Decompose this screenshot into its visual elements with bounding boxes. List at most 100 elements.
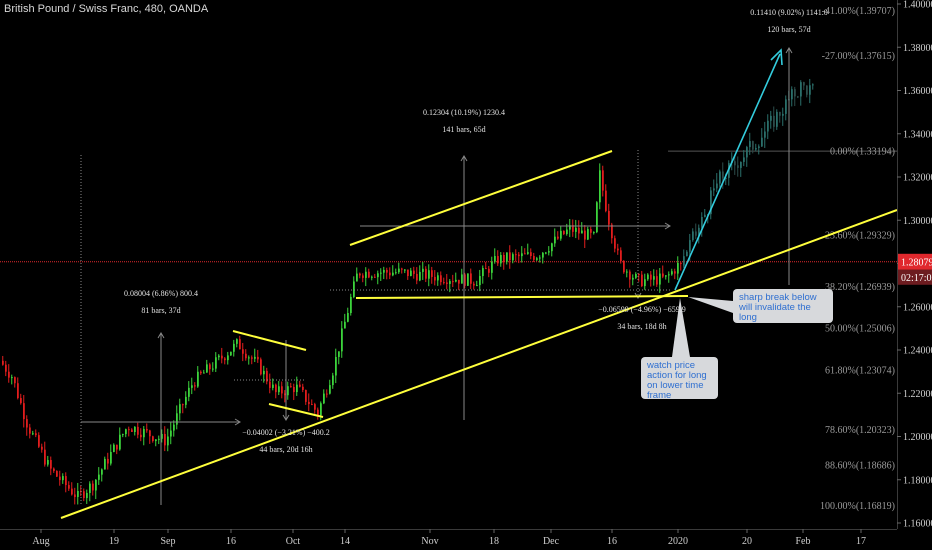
- candle-body: [284, 393, 286, 396]
- projection-body: [734, 161, 736, 166]
- candle-body: [98, 474, 100, 480]
- candle-body: [68, 485, 70, 489]
- y-tick-label: 1.22000: [903, 389, 932, 400]
- candle-body: [350, 296, 352, 314]
- candle-body: [23, 403, 25, 420]
- x-tick-label: 14: [340, 536, 350, 547]
- trendline-flag-top: [232, 330, 307, 351]
- projection-body: [761, 137, 763, 147]
- candle-body: [323, 393, 325, 404]
- candle-body: [260, 359, 262, 375]
- candle-body: [641, 274, 643, 287]
- candle-body: [680, 262, 682, 264]
- drawings: 0.08004 (6.86%) 800.4 81 bars, 37d −0.0400…: [60, 8, 898, 519]
- candle-body: [665, 275, 667, 277]
- candle-body: [101, 469, 103, 475]
- candle-body: [2, 360, 4, 365]
- projection-body: [695, 231, 697, 236]
- candle-body: [455, 279, 457, 282]
- projection-body: [779, 111, 781, 116]
- candle-body: [140, 434, 142, 438]
- x-tick-label: Dec: [543, 536, 560, 547]
- projection-body: [806, 85, 808, 95]
- candle-body: [167, 436, 169, 446]
- candle-body: [263, 370, 265, 375]
- candle-body: [374, 276, 376, 278]
- projection-body: [755, 147, 757, 150]
- candle-body: [146, 428, 148, 431]
- callout-pointer: [672, 298, 690, 357]
- x-tick-label: Aug: [32, 536, 49, 547]
- candle-body: [587, 229, 589, 240]
- candle-body: [545, 252, 547, 254]
- candle-body: [656, 276, 658, 285]
- projection-body: [758, 146, 760, 148]
- candle-body: [14, 377, 16, 384]
- y-tick-label: 1.26000: [903, 302, 932, 313]
- candle-body: [182, 404, 184, 406]
- projection-body: [722, 171, 724, 179]
- candle-body: [512, 254, 514, 261]
- projection-body: [809, 85, 811, 95]
- y-tick-label: 1.38000: [903, 43, 932, 54]
- candle-body: [41, 446, 43, 450]
- y-tick-label: 1.36000: [903, 86, 932, 97]
- candle-body: [419, 271, 421, 281]
- fib-label: -27.00%(1.37615): [822, 51, 895, 62]
- projection-body: [719, 171, 721, 184]
- candle-body: [329, 385, 331, 394]
- candle-body: [476, 285, 478, 287]
- candle-body: [17, 383, 19, 399]
- candle-body: [8, 371, 10, 378]
- candle-body: [152, 436, 154, 442]
- candle-body: [533, 256, 535, 260]
- candle-body: [305, 389, 307, 402]
- candle-body: [431, 270, 433, 277]
- projection-body: [716, 183, 718, 189]
- callout-watch-price: watch price action for long on lower tim…: [641, 357, 718, 401]
- candle-body: [557, 236, 559, 239]
- x-tick-label: Sep: [161, 536, 176, 547]
- candle-body: [32, 433, 34, 435]
- projection-body: [689, 240, 691, 252]
- projection-body: [800, 82, 802, 97]
- measure-label-bars: 81 bars, 37d: [141, 306, 180, 315]
- candle-body: [233, 343, 235, 352]
- measure-label-value: 0.12304 (10.19%) 1230.4: [423, 108, 505, 117]
- candle-body: [623, 261, 625, 273]
- candle-body: [248, 357, 250, 359]
- candle-body: [605, 190, 607, 211]
- candle-body: [242, 349, 244, 354]
- measure-arrow-v-head: [282, 414, 290, 421]
- projection-arrow: [674, 53, 781, 291]
- candle-body: [206, 364, 208, 373]
- candle-body: [536, 258, 538, 260]
- candle-body: [173, 424, 175, 431]
- candle-body: [65, 476, 67, 486]
- candle-body: [530, 252, 532, 257]
- countdown-box: [898, 269, 932, 285]
- x-tick-label: Feb: [796, 536, 811, 547]
- candle-body: [638, 274, 640, 276]
- candle-body: [134, 426, 136, 432]
- fib-label: 100.00%(1.16819): [820, 501, 895, 512]
- candle-body: [488, 268, 490, 273]
- y-tick-label: 1.34000: [903, 129, 932, 140]
- measure-arrow-v-head: [634, 292, 642, 299]
- candle-body: [11, 377, 13, 379]
- candle-body: [401, 268, 403, 270]
- candle-body: [572, 225, 574, 232]
- candle-body: [272, 384, 274, 388]
- fib-label: 38.20%(1.26939): [825, 282, 895, 293]
- candle-body: [422, 268, 424, 272]
- projection-body: [776, 111, 778, 127]
- candle-body: [650, 274, 652, 280]
- candle-body: [458, 279, 460, 284]
- candle-body: [578, 227, 580, 234]
- trendline-channel-top: [349, 150, 613, 246]
- candle-body: [326, 393, 328, 395]
- candle-body: [674, 271, 676, 274]
- projection-body: [791, 89, 793, 100]
- projection-body: [740, 161, 742, 168]
